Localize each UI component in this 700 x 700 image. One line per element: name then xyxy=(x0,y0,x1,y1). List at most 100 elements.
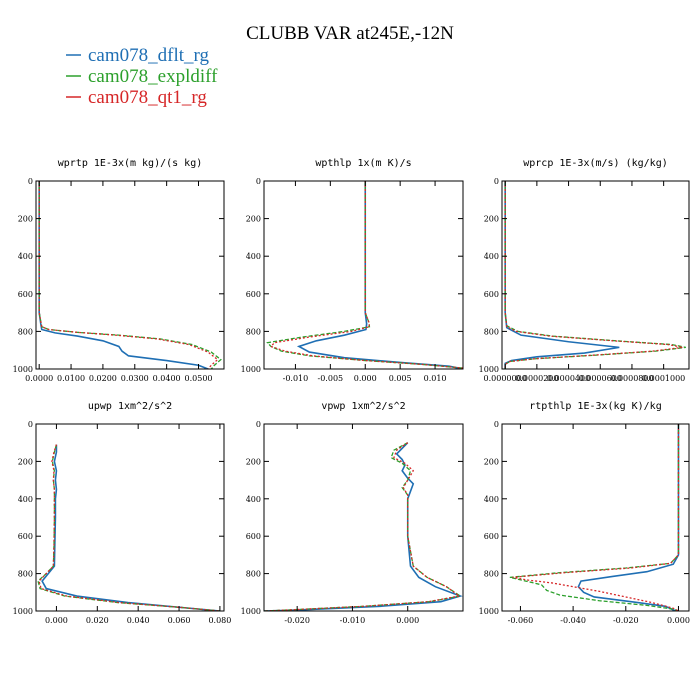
x-tick-label: 0.0300 xyxy=(121,374,149,383)
y-tick-label: 200 xyxy=(484,457,499,466)
y-tick-label: 200 xyxy=(246,457,261,466)
panel-title: wprtp 1E-3x(m kg)/(s kg) xyxy=(58,158,203,169)
x-tick-label: -0.010 xyxy=(340,616,366,625)
series-line-cam078_qt1_rg xyxy=(38,444,220,611)
y-tick-label: 200 xyxy=(246,215,261,224)
y-tick-label: 600 xyxy=(246,290,261,299)
x-tick-label: -0.010 xyxy=(283,374,309,383)
x-tick-label: -0.005 xyxy=(318,374,344,383)
y-tick-label: 800 xyxy=(246,570,261,579)
x-tick-label: 0.040 xyxy=(127,616,150,625)
x-tick-label: 0.0100 xyxy=(57,374,85,383)
y-tick-label: 600 xyxy=(246,532,261,541)
y-tick-label: 800 xyxy=(484,327,499,336)
panel-6: rtpthlp 1E-3x(kg K)/kg02004006008001000-… xyxy=(479,401,690,625)
x-tick-label: 0.0500 xyxy=(185,374,213,383)
y-tick-label: 400 xyxy=(246,495,261,504)
y-tick-label: 600 xyxy=(484,532,499,541)
y-tick-label: 1000 xyxy=(241,607,261,616)
figure-title: CLUBB VAR at245E,-12N xyxy=(246,23,454,44)
x-tick-label: 0.0000000 xyxy=(484,374,527,383)
series-line-cam078_qt1_rg xyxy=(512,424,680,611)
y-tick-label: 0 xyxy=(256,177,261,186)
series-line-cam078_dflt_rg xyxy=(264,442,463,611)
y-tick-label: 1000 xyxy=(13,607,33,616)
x-tick-label: 0.020 xyxy=(86,616,109,625)
legend-entry-2: cam078_expldiff xyxy=(66,66,218,87)
x-tick-label: -0.020 xyxy=(613,616,639,625)
x-tick-label: 0.005 xyxy=(389,374,412,383)
series-line-cam078_dflt_rg xyxy=(577,424,680,611)
x-tick-label: -0.040 xyxy=(560,616,586,625)
y-tick-label: 0 xyxy=(494,420,499,429)
y-tick-label: 800 xyxy=(246,327,261,336)
series-line-cam078_qt1_rg xyxy=(264,442,461,611)
panel-3: wprcp 1E-3x(m/s) (kg/kg) 0 200 400 600 800 100… xyxy=(479,158,690,383)
series-line-cam078_dflt_rg xyxy=(41,444,220,611)
x-tick-label: 0.060 xyxy=(168,616,191,625)
x-tick-label: 0.0000 xyxy=(25,374,53,383)
y-tick-label: 400 xyxy=(246,252,261,261)
panel-4: upwp 1xm^2/s^2 0 200 400 600 800 1000 0.000 0.02… xyxy=(13,401,232,625)
series-line-cam078_expldiff xyxy=(38,181,222,369)
panel-title: wprcp 1E-3x(m/s) (kg/kg) xyxy=(523,158,668,169)
series-line-cam078_qt1_rg xyxy=(269,181,463,369)
series-line-cam078_dflt_rg xyxy=(504,181,620,369)
series-line-cam078_dflt_rg xyxy=(38,181,209,369)
y-tick-label: 0 xyxy=(256,420,261,429)
y-tick-label: 0 xyxy=(28,420,33,429)
series-line-cam078_dflt_rg xyxy=(296,181,463,369)
y-tick-label: 200 xyxy=(484,215,499,224)
x-tick-label: 0.000 xyxy=(396,616,419,625)
y-tick-label: 200 xyxy=(18,457,33,466)
legend-entry-1: cam078_dflt_rg xyxy=(66,45,210,66)
x-tick-label: -0.060 xyxy=(508,616,534,625)
panel-title: rtpthlp 1E-3x(kg K)/kg xyxy=(529,401,661,412)
series-line-cam078_expldiff xyxy=(37,444,220,611)
y-tick-label: 1000 xyxy=(479,607,499,616)
legend-label-1: cam078_dflt_rg xyxy=(88,45,210,66)
legend-label-3: cam078_qt1_rg xyxy=(88,87,207,108)
series-line-cam078_expldiff xyxy=(509,424,680,611)
x-tick-label: 0.080 xyxy=(208,616,231,625)
y-tick-label: 1000 xyxy=(479,365,499,374)
y-tick-label: 400 xyxy=(18,495,33,504)
x-tick-label: 0.0000400 xyxy=(547,374,590,383)
x-tick-label: 0.0001000 xyxy=(642,374,685,383)
series-line-cam078_qt1_rg xyxy=(504,181,683,369)
y-tick-label: 800 xyxy=(18,570,33,579)
legend-entry-3: cam078_qt1_rg xyxy=(66,87,207,108)
panel-1: wprtp 1E-3x(m kg)/(s kg) 0 200 400 600 800 100… xyxy=(13,158,225,383)
series-line-cam078_qt1_rg xyxy=(38,181,219,369)
plot-frame xyxy=(501,180,690,370)
panel-title: upwp 1xm^2/s^2 xyxy=(88,401,172,412)
y-tick-label: 800 xyxy=(484,570,499,579)
series-line-cam078_expldiff xyxy=(504,181,686,369)
panel-title: wpthlp 1x(m K)/s xyxy=(315,158,411,169)
x-tick-label: 0.010 xyxy=(424,374,447,383)
y-tick-label: 1000 xyxy=(241,365,261,374)
x-tick-label: 0.0200 xyxy=(89,374,117,383)
x-tick-label: 0.000 xyxy=(45,616,68,625)
x-tick-label: 0.0400 xyxy=(153,374,181,383)
series-line-cam078_expldiff xyxy=(264,442,462,611)
plot-frame xyxy=(263,180,464,370)
x-tick-label: 0.0000800 xyxy=(610,374,653,383)
x-tick-label: 0.0000200 xyxy=(515,374,558,383)
y-tick-label: 800 xyxy=(18,327,33,336)
y-tick-label: 1000 xyxy=(13,365,33,374)
y-tick-label: 600 xyxy=(18,532,33,541)
y-tick-label: 400 xyxy=(484,252,499,261)
plot-frame xyxy=(501,423,690,612)
panel-5: vpwp 1xm^2/s^2 0 200 400 600 800 1000 -0.020 -0.… xyxy=(241,401,464,625)
legend: cam078_dflt_rg cam078_expldiff cam078_qt… xyxy=(66,45,218,108)
plot-frame xyxy=(35,423,225,612)
y-tick-label: 200 xyxy=(18,215,33,224)
plot-frame xyxy=(35,180,225,370)
y-tick-label: 0 xyxy=(494,177,499,186)
x-tick-label: -0.020 xyxy=(284,616,310,625)
legend-label-2: cam078_expldiff xyxy=(88,66,218,87)
y-tick-label: 600 xyxy=(18,290,33,299)
y-tick-label: 0 xyxy=(28,177,33,186)
